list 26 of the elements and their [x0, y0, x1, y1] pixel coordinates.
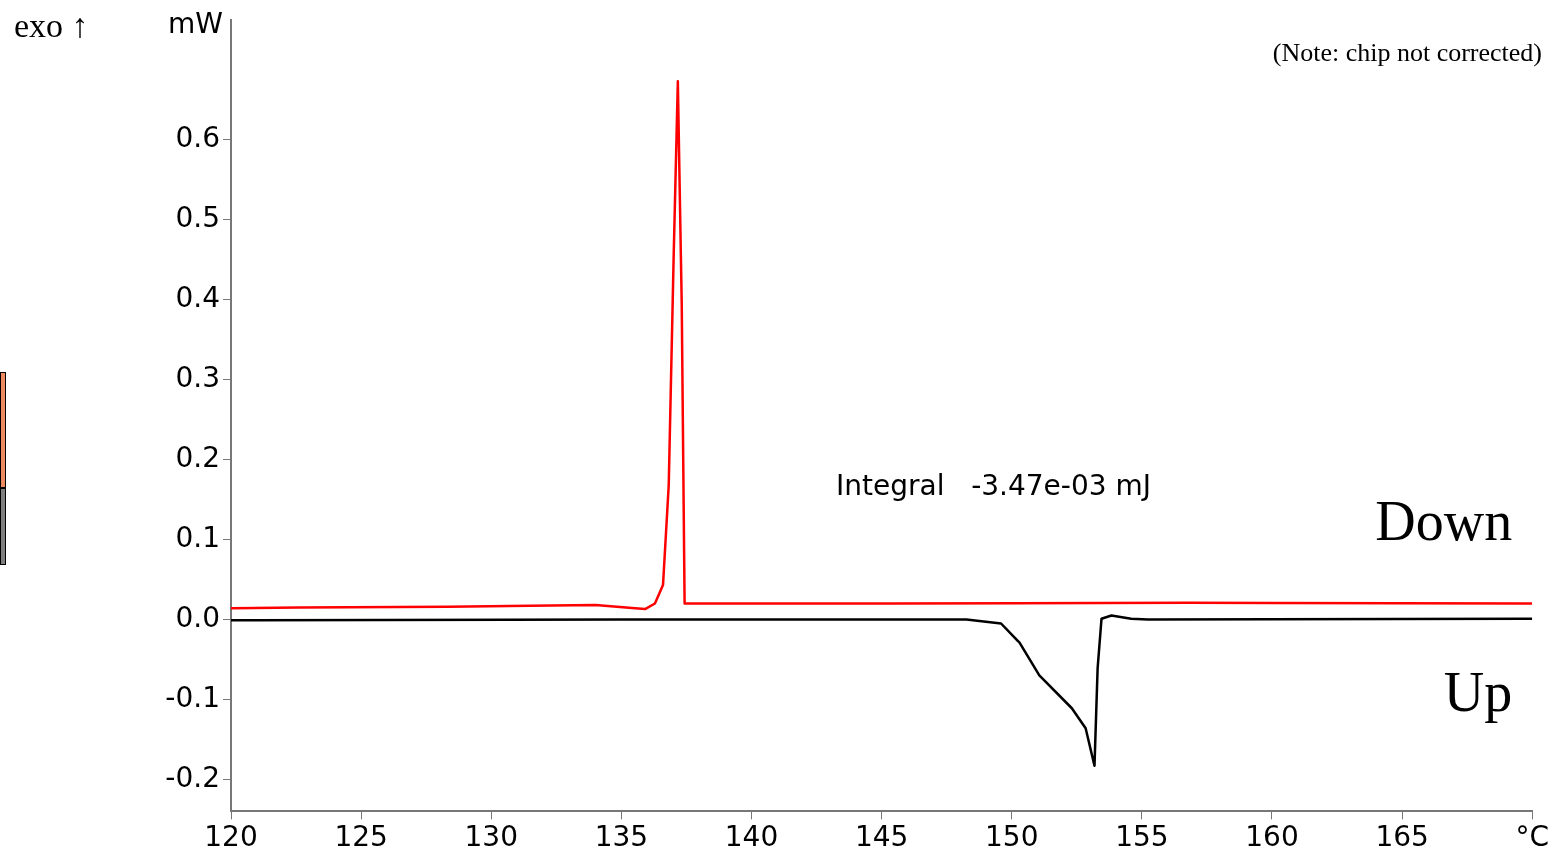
x-tick-label: 145: [854, 820, 909, 854]
x-tick-label: 150: [985, 820, 1039, 854]
annotation: (Note: chip not corrected): [1272, 37, 1542, 67]
y-tick-label: 0.4: [175, 280, 220, 314]
y-tick-label: 0.5: [175, 200, 220, 234]
x-tick-label: °C: [1515, 820, 1550, 854]
y-tick-label: 0.0: [175, 600, 220, 634]
x-tick-label: 140: [724, 820, 779, 854]
x-tick-label: 125: [334, 820, 388, 854]
x-tick-label: 120: [204, 820, 258, 854]
x-tick-label: 130: [464, 820, 518, 854]
text: exo ↑: [14, 6, 89, 44]
y-tick-label: 0.1: [175, 520, 220, 554]
y-tick-label: 0.6: [175, 121, 220, 155]
x-tick-label: 135: [594, 820, 649, 854]
annotation: Integral -3.47e-03 mJ: [836, 469, 1151, 503]
y-tick-label: -0.2: [165, 760, 220, 794]
series-label: Down: [1375, 490, 1513, 553]
x-tick-label: 160: [1245, 820, 1299, 854]
y-tick-label: -0.1: [165, 680, 220, 714]
y-tick-label: 0.2: [175, 440, 220, 474]
x-tick-label: 155: [1115, 820, 1169, 854]
y-tick-label: 0.3: [175, 360, 220, 394]
y-axis-title: mW: [168, 7, 223, 41]
x-tick-label: 165: [1375, 820, 1429, 854]
series-label: Up: [1443, 661, 1513, 724]
